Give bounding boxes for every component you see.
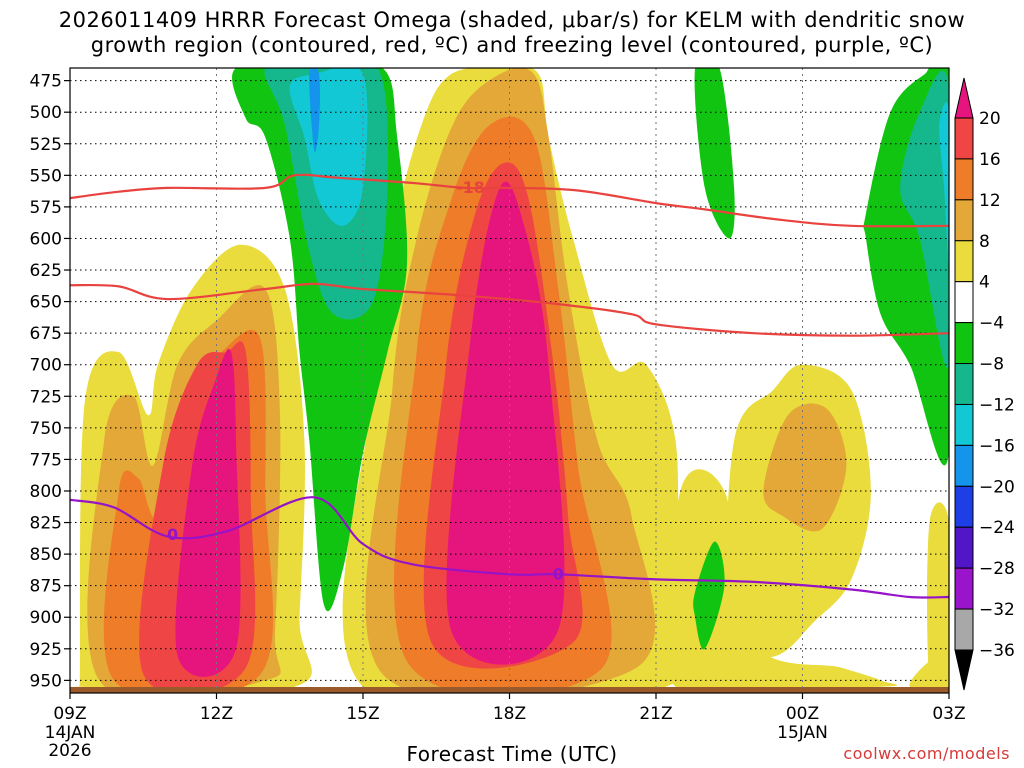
omega-region-17 xyxy=(289,68,368,226)
colorbar-label: 8 xyxy=(979,232,990,252)
y-tick-label: 475 xyxy=(30,72,62,92)
colorbar-label: −28 xyxy=(979,559,1015,579)
y-tick-label: 750 xyxy=(30,419,62,439)
colorbar-bin xyxy=(954,403,974,446)
colorbar-label: −24 xyxy=(979,518,1015,538)
freezing-contour-label-1: 0 xyxy=(553,564,564,583)
omega-region-18 xyxy=(309,68,320,152)
ground-surface xyxy=(70,687,949,693)
colorbar-label: −8 xyxy=(979,355,1004,375)
omega-region-21 xyxy=(900,70,949,368)
x-tick-date: 15JAN xyxy=(777,723,828,743)
y-tick-label: 925 xyxy=(30,640,62,660)
chart-title-line2: growth region (contoured, red, ºC) and f… xyxy=(90,33,934,57)
dendritic-contour-1 xyxy=(70,282,949,337)
dendritic-contour-0 xyxy=(70,173,949,228)
freezing-contour-label-0: 0 xyxy=(167,525,178,544)
colorbar-bin xyxy=(954,322,974,365)
colorbar-label: 16 xyxy=(979,150,1001,170)
omega-region-23 xyxy=(693,541,725,650)
colorbar-bin xyxy=(954,281,974,324)
x-tick-label: 15Z xyxy=(346,704,379,724)
y-tick-label: 575 xyxy=(30,198,62,218)
colorbar-bin xyxy=(954,199,974,242)
x-tick-date: 14JAN xyxy=(45,723,96,743)
colorbar-bin xyxy=(954,608,974,651)
colorbar-label: −36 xyxy=(979,641,1015,661)
colorbar-bin xyxy=(954,363,974,405)
colorbar-label: −16 xyxy=(979,436,1015,456)
omega-region-4 xyxy=(175,348,241,677)
chart-title-line1: 2026011409 HRRR Forecast Omega (shaded, … xyxy=(58,8,966,32)
colorbar-label: −4 xyxy=(979,314,1004,334)
y-tick-label: 775 xyxy=(30,450,62,470)
colorbar-bin xyxy=(954,240,974,283)
omega-region-11 xyxy=(660,469,898,693)
y-tick-label: 825 xyxy=(30,514,62,534)
y-tick-label: 650 xyxy=(30,293,62,313)
x-tick-label: 09Z xyxy=(53,704,86,724)
colorbar-top-arrow xyxy=(954,77,974,119)
y-tick-label: 675 xyxy=(30,324,62,344)
x-tick-year: 2026 xyxy=(48,741,91,761)
y-tick-label: 850 xyxy=(30,545,62,565)
x-tick-label: 12Z xyxy=(200,704,233,724)
y-tick-label: 550 xyxy=(30,166,62,186)
colorbar-bin xyxy=(954,485,974,528)
y-tick-label: 625 xyxy=(30,261,62,281)
freezing-contour-0 xyxy=(70,496,949,599)
colorbar-label: 4 xyxy=(979,273,990,293)
y-tick-label: 875 xyxy=(30,577,62,597)
colorbar-label: −20 xyxy=(979,477,1015,497)
x-tick-label: 03Z xyxy=(932,704,965,724)
omega-region-22 xyxy=(939,102,949,266)
y-tick-label: 700 xyxy=(30,356,62,376)
colorbar-bin xyxy=(954,158,974,201)
colorbar-bin xyxy=(954,567,974,610)
colorbar-bin xyxy=(954,526,974,569)
omega-region-19 xyxy=(694,68,735,239)
colorbar-bin xyxy=(954,117,974,160)
colorbar-label: −12 xyxy=(979,395,1015,415)
y-tick-label: 800 xyxy=(30,482,62,502)
colorbar-label: −32 xyxy=(979,600,1015,620)
y-tick-label: 950 xyxy=(30,671,62,691)
y-tick-label: 725 xyxy=(30,387,62,407)
colorbar-label: 12 xyxy=(979,191,1001,211)
credit-link[interactable]: coolwx.com/models xyxy=(843,744,1010,763)
omega-region-12 xyxy=(763,403,847,532)
y-tick-label: 500 xyxy=(30,103,62,123)
y-tick-label: 600 xyxy=(30,229,62,249)
colorbar-bin xyxy=(954,444,974,487)
dendritic-contour-label-0: -18 xyxy=(456,178,485,197)
x-tick-label: 21Z xyxy=(639,704,672,724)
omega-region-14 xyxy=(909,658,949,690)
colorbar-bottom-arrow xyxy=(954,649,974,691)
x-tick-label: 18Z xyxy=(493,704,526,724)
y-tick-label: 900 xyxy=(30,608,62,628)
colorbar-label: 20 xyxy=(979,109,1001,129)
y-tick-label: 525 xyxy=(30,135,62,155)
x-tick-label: 00Z xyxy=(786,704,819,724)
x-axis-title: Forecast Time (UTC) xyxy=(406,742,618,766)
